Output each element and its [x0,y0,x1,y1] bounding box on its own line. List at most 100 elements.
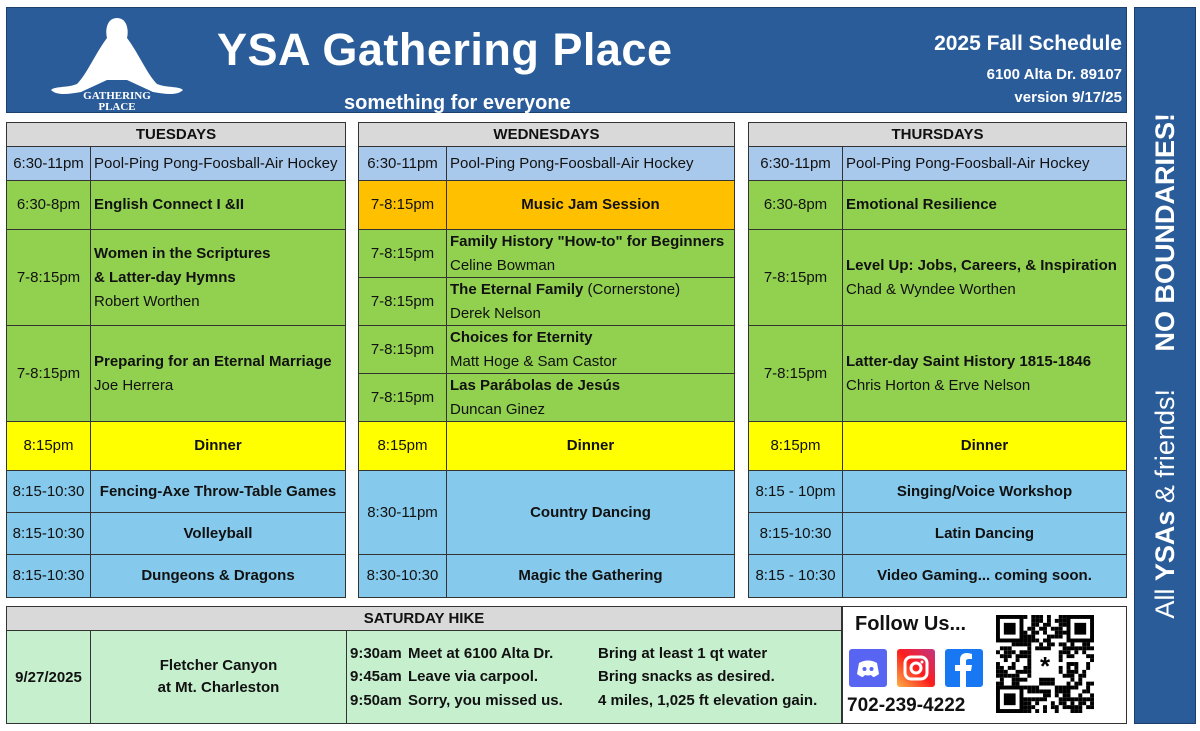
time-cell: 8:15pm [359,422,447,470]
follow-us-box: Follow Us... 702-239-4222 * [842,606,1127,724]
activity-presenter: Chris Horton & Erve Nelson [846,376,1031,394]
time-cell: 8:15-10:30 [7,513,91,554]
time-cell: 7-8:15pm [359,181,447,229]
activity-title-text: Dinner [194,437,242,454]
hike-step-text: Meet at 6100 Alta Dr. [408,644,554,662]
hike-location-line: at Mt. Charleston [157,679,280,696]
day-heading: WEDNESDAYS [359,123,734,147]
hike-step: 9:30am Meet at 6100 Alta Dr. Bring at le… [350,642,841,666]
activity-title-text: Pool-Ping Pong-Foosball-Air Hockey [846,154,1090,172]
activity-title-text: Pool-Ping Pong-Foosball-Air Hockey [94,154,338,172]
logo: YSA GATHERING PLACE [51,18,183,113]
time-cell: 7-8:15pm [359,278,447,325]
activity-title: Women in the Scriptures [94,242,342,266]
activity-title-text: Latin Dancing [934,524,1035,542]
hike-step-time: 9:50am [350,691,402,709]
activity-title: Family History "How-to" for Beginners [450,230,731,254]
activity-title-text: The Eternal Family [450,280,584,298]
activity-cell: Latter-day Saint History 1815-1846 Chris… [843,326,1126,421]
activity-title: Video Gaming... coming soon. [877,564,1092,588]
activity-title-text: Video Gaming... coming soon. [877,567,1092,584]
activity-title: Pool-Ping Pong-Foosball-Air Hockey [94,152,342,176]
schedule-row: 6:30-11pm Pool-Ping Pong-Foosball-Air Ho… [749,147,1126,181]
activity-title-text: Family History "How-to" for Beginners [450,232,725,250]
time-cell: 8:15pm [7,422,91,470]
hike-location-line: Fletcher Canyon [159,657,278,674]
address: 6100 Alta Dr. 89107 [986,66,1122,83]
schedule-row: 8:30-11pm Country Dancing [359,471,734,555]
instagram-icon[interactable] [897,649,935,687]
hike-date: 9/27/2025 [7,631,91,723]
activity-title-text: Latter-day Saint History 1815-1846 [846,352,1092,370]
activity-title: Fencing-Axe Throw-Table Games [100,480,336,504]
hike-location: Fletcher Canyon at Mt. Charleston [91,631,347,723]
activity-title: Dinner [567,434,615,458]
hike-step-note: Bring snacks as desired. [598,668,775,686]
qr-code[interactable]: * [996,615,1094,715]
phone-number: 702-239-4222 [847,695,966,716]
time-cell: 8:15 - 10pm [749,471,843,512]
hike-schedule: 9:30am Meet at 6100 Alta Dr. Bring at le… [347,631,841,723]
activity-cell: Singing/Voice Workshop [843,471,1126,512]
schedule-row: 7-8:15pm Women in the Scriptures & Latte… [7,230,345,326]
activity-title-text: Dinner [960,437,1009,454]
activity-title-suffix: (Cornerstone) [583,280,681,298]
banner-text: All YSAs & friends! NO BOUNDARIES! [1150,113,1181,619]
schedule-row: 7-8:15pm Level Up: Jobs, Careers, & Insp… [749,230,1126,326]
time-cell: 8:30-10:30 [359,555,447,597]
activity-title-text: Preparing for an Eternal Marriage [94,352,332,370]
activity-title: Country Dancing [530,501,651,525]
time-cell: 8:15-10:30 [7,555,91,597]
time-cell: 7-8:15pm [749,326,843,421]
schedule-row: 7-8:15pm Family History "How-to" for Beg… [359,230,734,278]
schedule-row: 7-8:15pm The Eternal Family (Cornerstone… [359,278,734,326]
activity-title-text: Pool-Ping Pong-Foosball-Air Hockey [450,154,694,172]
activity-title: The Eternal Family (Cornerstone) [450,278,731,302]
time-cell: 8:15 - 10:30 [749,555,843,597]
hike-step-note: 4 miles, 1,025 ft elevation gain. [598,691,818,709]
activity-cell: English Connect I &II [91,181,345,229]
activity-title: Latter-day Saint History 1815-1846 [846,350,1123,374]
time-cell: 7-8:15pm [359,230,447,277]
schedule-row: 8:15-10:30 Volleyball [7,513,345,555]
banner-all: All [1149,580,1180,619]
header: YSA GATHERING PLACE YSA Gathering Place … [6,7,1127,114]
time-cell: 7-8:15pm [749,230,843,325]
svg-text:*: * [1040,651,1051,681]
version: version 9/17/25 [1014,89,1122,106]
schedule-row: 8:30-10:30 Magic the Gathering [359,555,734,597]
hike-row: 9/27/2025 Fletcher Canyon at Mt. Charles… [7,631,841,723]
hike-step: 9:50am Sorry, you missed us. 4 miles, 1,… [350,689,841,713]
schedule-row: 6:30-8pm English Connect I &II [7,181,345,230]
schedule-wednesdays: WEDNESDAYS 6:30-11pm Pool-Ping Pong-Foos… [358,122,735,598]
activity-title-text: English Connect I &II [94,196,245,213]
activity-cell: Magic the Gathering [447,555,734,597]
activity-title: Pool-Ping Pong-Foosball-Air Hockey [846,152,1123,176]
activity-cell: Volleyball [91,513,345,554]
activity-cell: Women in the Scriptures & Latter-day Hym… [91,230,345,325]
activity-title-line2: & Latter-day Hymns [94,268,236,286]
activity-title: Volleyball [184,522,253,546]
discord-icon[interactable] [849,649,887,687]
activity-title: Latin Dancing [935,522,1034,546]
schedule-row: 8:15pm Dinner [749,422,1126,471]
activity-presenter: Derek Nelson [450,304,541,322]
time-cell: 8:15-10:30 [749,513,843,554]
schedule-row: 8:15pm Dinner [359,422,734,471]
activity-cell: Las Parábolas de Jesús Duncan Ginez [447,374,734,421]
schedule-row: 8:15-10:30 Fencing-Axe Throw-Table Games [7,471,345,513]
activity-title: Preparing for an Eternal Marriage [94,350,342,374]
activity-title: Music Jam Session [521,193,659,217]
activity-title-text: Magic the Gathering [518,567,663,584]
activity-presenter: Chad & Wyndee Worthen [846,280,1016,298]
activity-title: Magic the Gathering [518,564,662,588]
activity-title-text: Dungeons & Dragons [141,567,295,584]
schedule-row: 8:15 - 10:30 Video Gaming... coming soon… [749,555,1126,597]
activity-presenter: Robert Worthen [94,292,200,310]
activity-presenter: Celine Bowman [450,256,556,274]
activity-title-text: Singing/Voice Workshop [896,482,1073,500]
hike-step-time: 9:45am [350,668,402,686]
facebook-icon[interactable] [945,649,983,687]
activity-title-text: Volleyball [183,524,253,542]
activity-cell: Fencing-Axe Throw-Table Games [91,471,345,512]
